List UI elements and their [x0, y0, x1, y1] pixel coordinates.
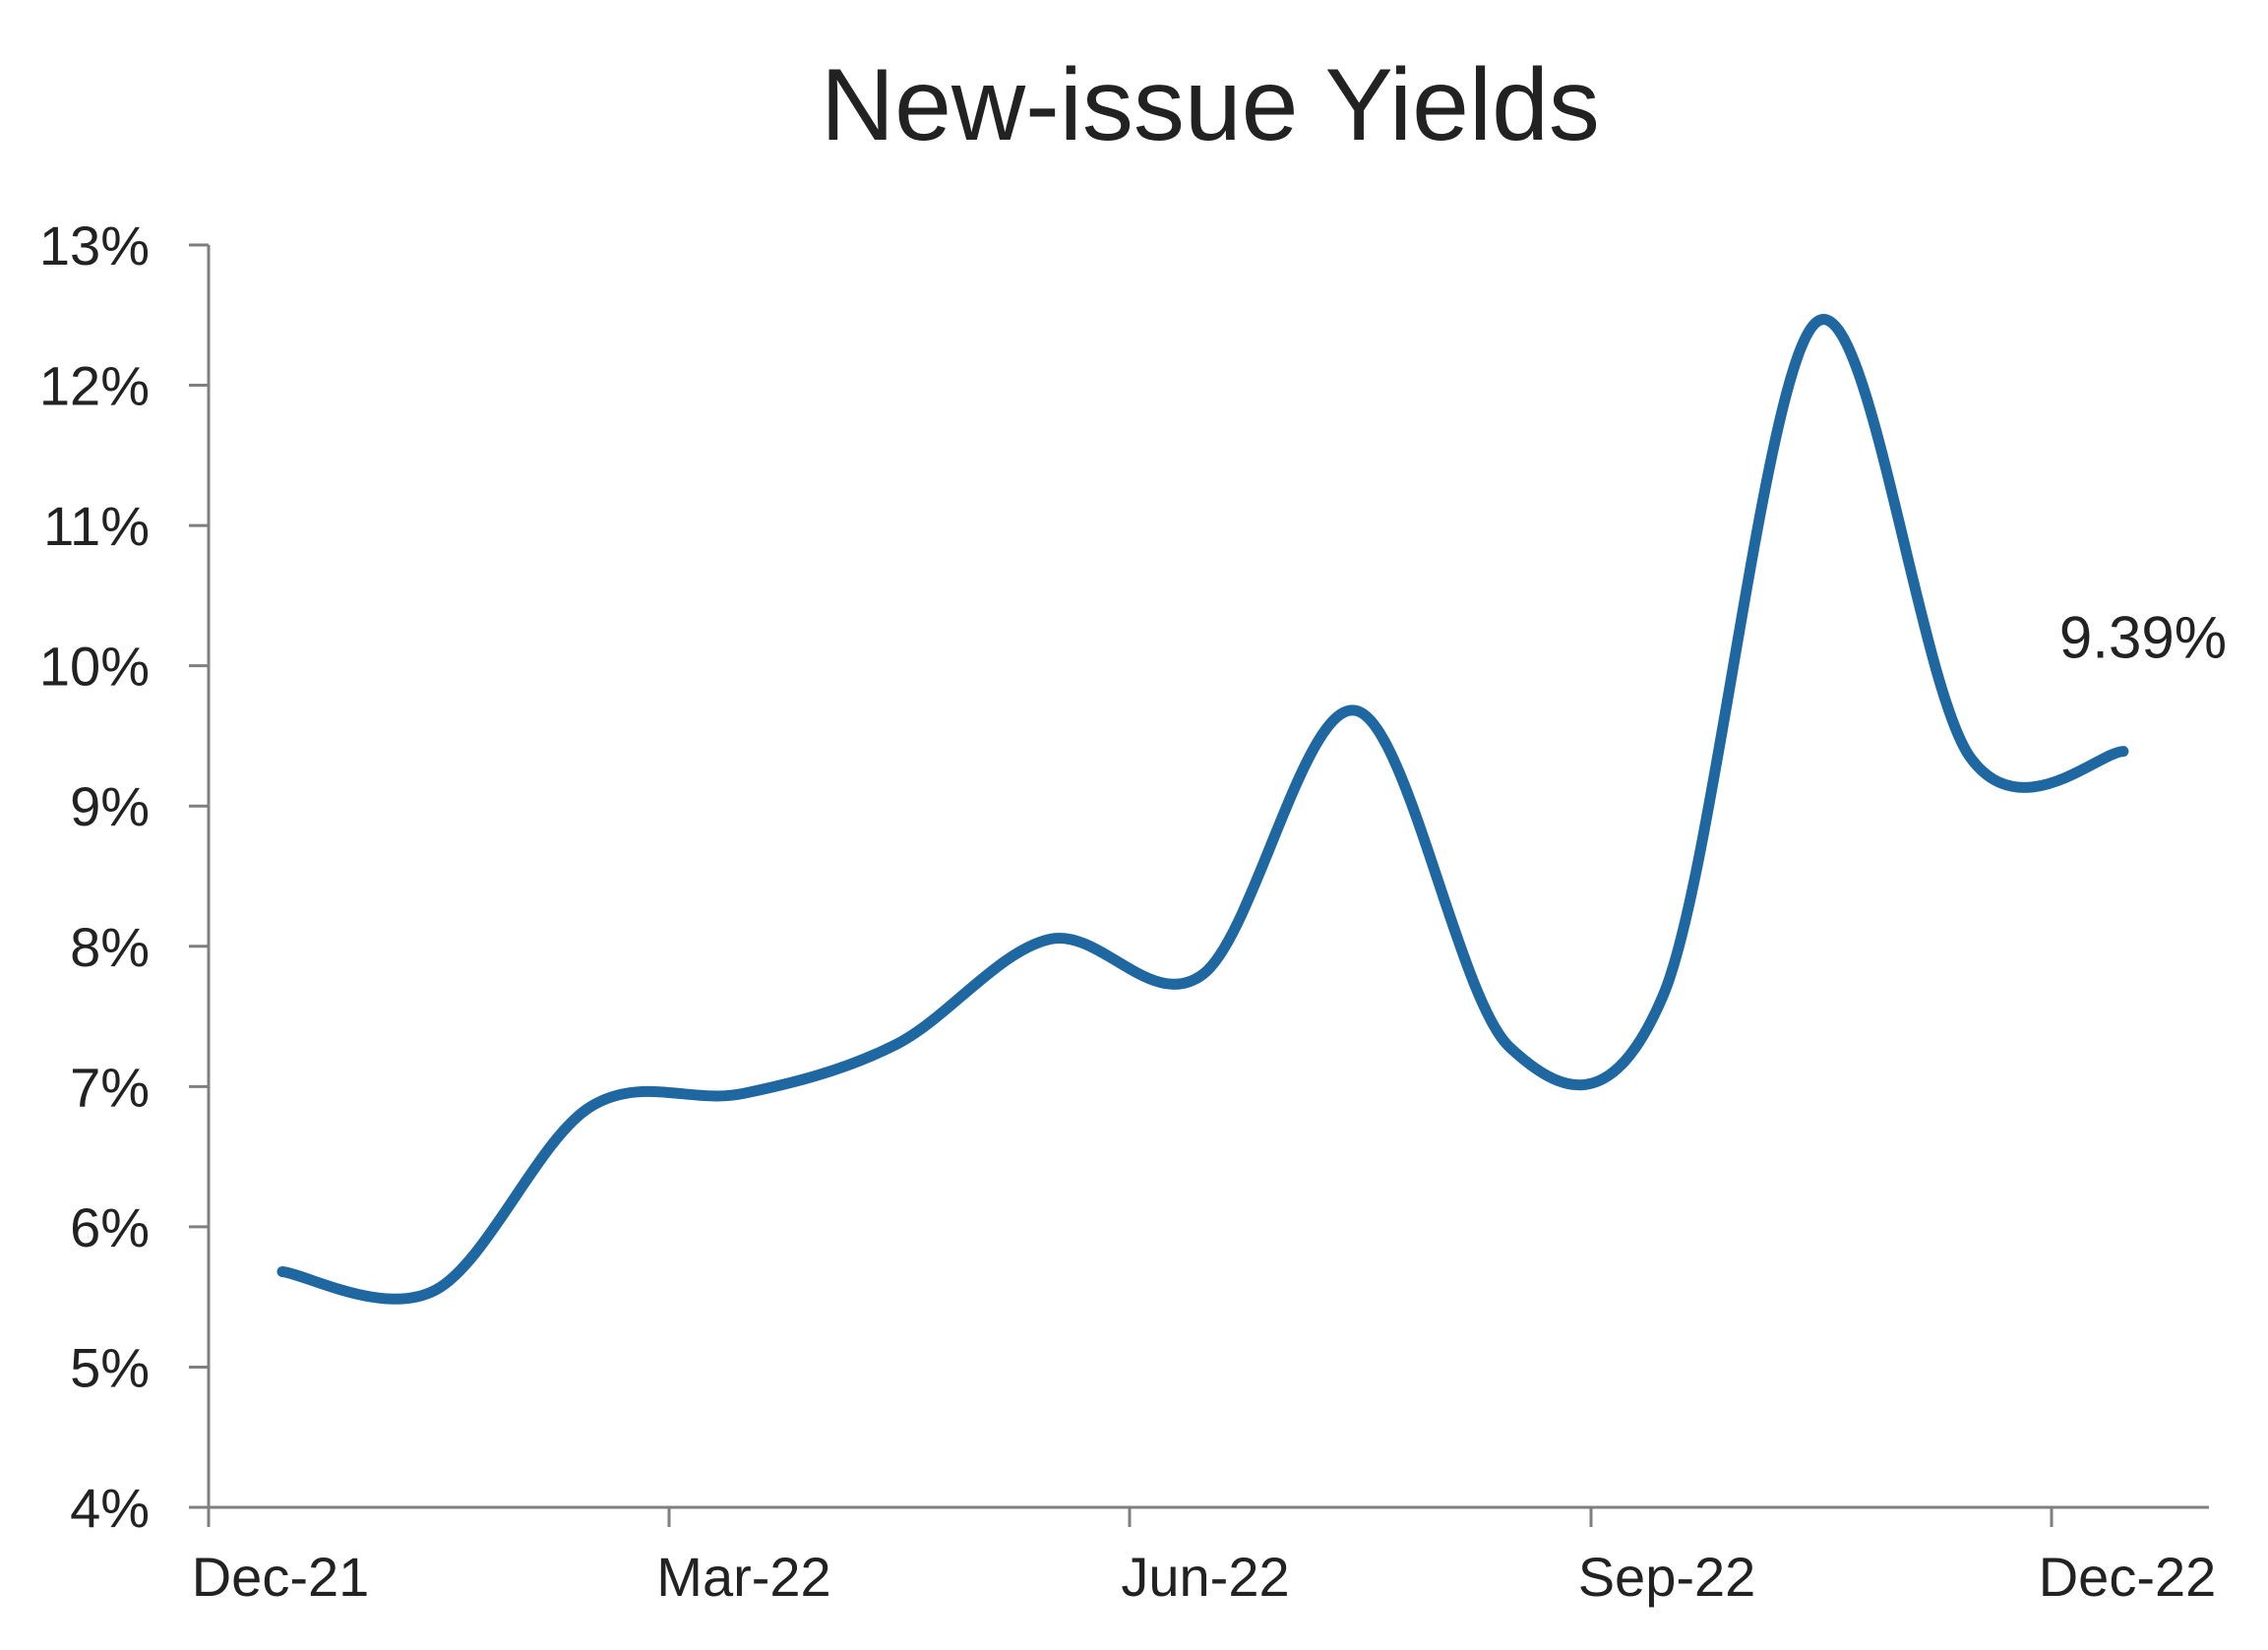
x-tick-label: Mar-22 — [656, 1546, 830, 1608]
y-tick-label: 11% — [43, 495, 150, 557]
y-tick-label: 4% — [70, 1477, 150, 1539]
series-group — [276, 314, 2129, 1305]
y-tick-label: 9% — [70, 775, 150, 837]
annotations: 9.39% — [2059, 605, 2227, 671]
x-tick-label: Jun-22 — [1121, 1546, 1289, 1608]
chart-title: New-issue Yields — [821, 48, 1600, 162]
axes — [189, 245, 2209, 1509]
y-tick-label: 6% — [70, 1196, 150, 1258]
y-tick-label: 5% — [70, 1336, 150, 1398]
end-value-label: 9.39% — [2059, 605, 2227, 671]
y-tick-label: 7% — [70, 1056, 150, 1118]
series-line — [276, 314, 2129, 1305]
x-tick-label: Dec-21 — [192, 1546, 370, 1608]
y-tick-label: 8% — [70, 916, 150, 978]
y-tick-label: 10% — [39, 636, 150, 698]
y-tick-label: 13% — [39, 214, 150, 276]
y-ticks: 4% 5% 6% 7% 8% 9% 10% 11% 12% 13% — [39, 214, 209, 1539]
x-ticks: Dec-21 Mar-22 Jun-22 Sep-22 Dec-22 — [192, 1507, 2217, 1608]
y-tick-label: 12% — [39, 355, 150, 417]
x-tick-label: Sep-22 — [1578, 1546, 1756, 1608]
x-tick-label: Dec-22 — [2039, 1546, 2217, 1608]
